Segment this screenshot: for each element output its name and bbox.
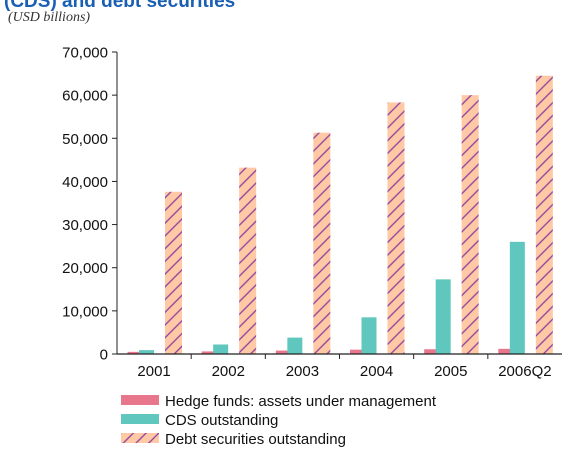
legend-label: Hedge funds: assets under management [165, 393, 437, 410]
x-tick-label: 2004 [360, 363, 393, 380]
legend-swatch [121, 414, 159, 424]
y-tick-label: 10,000 [62, 303, 108, 320]
chart-title: (CDS) and debt securities [4, 0, 236, 12]
bar-cds-outstanding-2003 [287, 337, 303, 354]
bar-cds-outstanding-2002 [213, 344, 229, 354]
bar-debt-securities-outstanding-2004 [387, 102, 405, 354]
bar-hedge-funds-assets-under-management-2003 [275, 350, 291, 354]
bar-hedge-funds-assets-under-management-2002 [201, 351, 217, 354]
y-tick-label: 40,000 [62, 174, 108, 191]
legend: Hedge funds: assets under management CDS … [121, 393, 437, 448]
chart-subtitle: (USD billions) [8, 10, 91, 25]
x-tick-label: 2001 [137, 363, 170, 380]
bar-cds-outstanding-2006q2 [509, 241, 525, 354]
y-tick-label: 20,000 [62, 260, 108, 277]
bar-debt-securities-outstanding-2005 [461, 95, 479, 355]
bar-hedge-funds-assets-under-management-2005 [424, 349, 440, 354]
y-tick-label: 50,000 [62, 131, 108, 148]
y-tick-label: 60,000 [62, 88, 108, 105]
legend-swatch [121, 433, 159, 443]
bar-debt-securities-outstanding-2003 [313, 132, 331, 354]
legend-label: CDS outstanding [165, 412, 278, 429]
x-tick-label: 2005 [434, 363, 467, 380]
bar-hedge-funds-assets-under-management-2001 [127, 351, 143, 354]
bar-cds-outstanding-2004 [361, 317, 377, 354]
bar-debt-securities-outstanding-2002 [239, 167, 257, 354]
y-tick-label: 0 [100, 347, 108, 364]
legend-swatch [121, 395, 159, 405]
legend-label: Debt securities outstanding [165, 431, 346, 448]
bar-debt-securities-outstanding-2006q2 [535, 75, 553, 354]
bar-debt-securities-outstanding-2001 [165, 191, 182, 354]
x-tick-label: 2003 [286, 363, 319, 380]
y-tick-label: 70,000 [62, 45, 108, 62]
x-tick-label: 2006Q2 [498, 363, 551, 380]
y-tick-label: 30,000 [62, 217, 108, 234]
plot-area: 0 10,000 20,000 30,000 40,000 50,000 60,000 70,… [62, 45, 562, 380]
bar-cds-outstanding-2005 [435, 279, 451, 354]
x-tick-label: 2002 [212, 363, 245, 380]
bar-cds-outstanding-2001 [139, 350, 154, 354]
bar-hedge-funds-assets-under-management-2006q2 [498, 348, 514, 354]
bar-hedge-funds-assets-under-management-2004 [350, 349, 365, 354]
